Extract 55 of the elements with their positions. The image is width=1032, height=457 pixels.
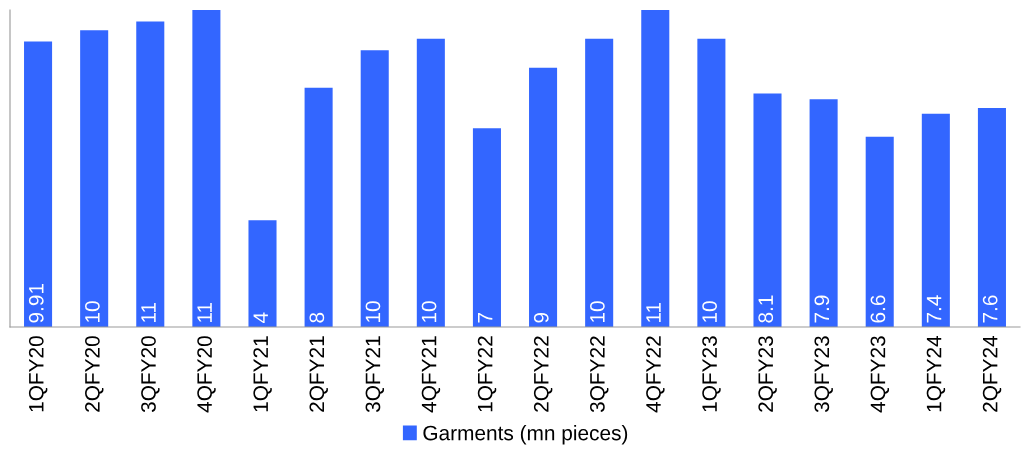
- x-tick-label: 1QFY23: [702, 336, 721, 412]
- x-tick-label: 3QFY22: [590, 336, 609, 413]
- bar: [192, 10, 221, 327]
- bar: [977, 107, 1006, 327]
- data-label: 9: [533, 312, 549, 323]
- x-tick-label: 4QFY23: [870, 336, 890, 413]
- x-tick-label: 4QFY21: [421, 336, 441, 413]
- bar: [697, 38, 726, 327]
- x-tick-label: 3QFY21: [365, 336, 385, 413]
- bar: [248, 220, 277, 327]
- bar: [865, 136, 894, 327]
- data-label: 9.91: [28, 284, 44, 323]
- x-tick-label: 2QFY24: [982, 335, 1002, 412]
- legend-label: Garments (mn pieces): [423, 425, 628, 445]
- data-label: 7: [478, 313, 493, 323]
- bar: [529, 67, 558, 327]
- x-tick-label: 4QFY22: [646, 336, 665, 413]
- data-label: 11: [141, 302, 156, 322]
- x-tick-label: 3QFY23: [814, 336, 833, 413]
- bar: [809, 99, 838, 327]
- x-tick-label: 3QFY20: [141, 336, 160, 413]
- bar: [304, 87, 333, 327]
- bar: [641, 10, 670, 327]
- bar: [921, 113, 950, 327]
- bar: [136, 21, 165, 327]
- data-label: 10: [702, 301, 717, 322]
- x-tick-label: 1QFY22: [477, 336, 497, 412]
- data-label: 7.6: [982, 295, 998, 323]
- bar: [24, 41, 53, 327]
- bar: [585, 38, 614, 327]
- bar: [360, 50, 389, 327]
- data-label: 8.1: [758, 295, 774, 323]
- x-tick-label: 2QFY22: [533, 336, 553, 412]
- data-label: 10: [85, 301, 100, 322]
- x-tick-label: 1QFY21: [253, 336, 272, 412]
- bar: [753, 93, 782, 327]
- x-tick-label: 2QFY20: [85, 336, 104, 412]
- data-label: 10: [590, 301, 605, 322]
- x-tick-label: 2QFY23: [758, 336, 777, 412]
- data-label: 11: [646, 302, 661, 322]
- x-tick-label: 2QFY21: [309, 336, 328, 412]
- data-label: 7.9: [814, 295, 830, 323]
- bar: [472, 128, 501, 327]
- data-label: 4: [253, 312, 268, 324]
- data-label: 8: [309, 312, 325, 323]
- data-label: 10: [365, 301, 381, 322]
- data-label: 11: [197, 302, 212, 322]
- x-tick-label: 1QFY24: [926, 335, 946, 412]
- data-label: 6.6: [870, 295, 886, 323]
- bar: [416, 38, 445, 327]
- data-label: 10: [421, 301, 437, 322]
- x-tick-label: 4QFY20: [197, 336, 216, 413]
- x-tick-label: 1QFY20: [28, 336, 48, 412]
- bar: [80, 30, 109, 327]
- data-label: 7.4: [926, 295, 942, 323]
